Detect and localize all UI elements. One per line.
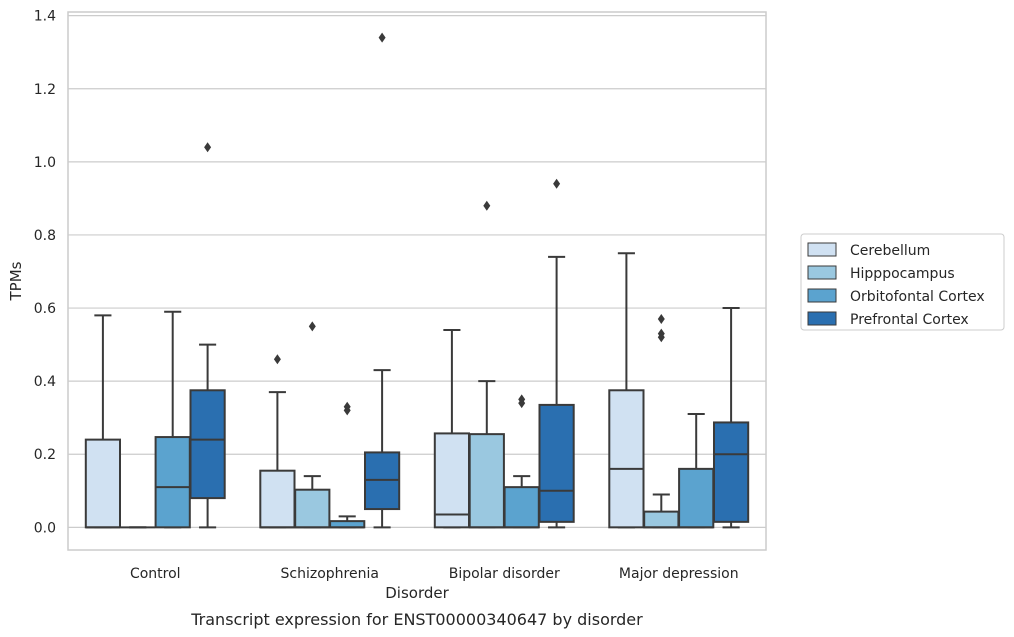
iqr-box: [503, 486, 540, 529]
legend-label: Hipppocampus: [850, 266, 955, 282]
iqr-box: [608, 389, 645, 529]
legend-label: Cerebellum: [850, 243, 930, 259]
box-cerebellum: [84, 314, 122, 529]
iqr-box: [433, 432, 471, 529]
y-tick-label: 1.2: [34, 82, 56, 98]
legend-swatch: [807, 265, 837, 280]
box-cerebellum: [259, 354, 296, 529]
iqr-box: [678, 467, 715, 529]
y-tick-label: 0.6: [34, 301, 56, 317]
box-prefrontal-cortex: [712, 307, 750, 529]
boxes: [84, 32, 750, 529]
y-tick-label: 0.0: [34, 520, 56, 536]
outlier-point: [378, 32, 386, 43]
y-tick-label: 0.2: [34, 447, 56, 463]
iqr-box: [189, 389, 226, 500]
box-hipppocampus: [294, 321, 331, 529]
box-orbitofontal-cortex: [503, 394, 540, 529]
iqr-box: [294, 488, 331, 529]
outlier-point: [518, 394, 526, 405]
chart-caption: Transcript expression for ENST0000034064…: [190, 610, 643, 629]
outlier-point: [657, 314, 665, 325]
iqr-box: [468, 433, 505, 529]
legend-label: Prefrontal Cortex: [850, 312, 969, 328]
iqr-box: [538, 403, 575, 523]
outlier-point: [483, 200, 491, 211]
x-tick-label: Control: [130, 566, 181, 582]
box-hipppocampus: [468, 200, 505, 529]
legend-label: Orbitofontal Cortex: [850, 289, 985, 305]
box-prefrontal-cortex: [538, 178, 575, 529]
outlier-point: [657, 328, 665, 339]
x-tick-labels: Control Schizophrenia Bipolar disorder Majo…: [130, 566, 739, 582]
iqr-box: [84, 438, 122, 529]
legend: Cerebellum Hipppocampus Orbitofontal Corte…: [800, 233, 1005, 331]
x-tick-label: Bipolar disorder: [449, 566, 560, 582]
legend-swatch: [807, 242, 837, 257]
outlier-point: [553, 178, 561, 189]
x-axis-label: Disorder: [385, 584, 449, 602]
legend-frame: [800, 233, 1005, 331]
outlier-point: [308, 321, 316, 332]
outlier-point: [343, 401, 351, 412]
y-tick-label: 1.0: [34, 155, 56, 171]
legend-swatch: [807, 288, 837, 303]
y-tick-label: 1.4: [34, 9, 56, 25]
box-orbitofontal-cortex: [678, 413, 715, 529]
box-orbitofontal-cortex: [329, 401, 366, 529]
legend-swatch: [807, 311, 837, 326]
iqr-box: [643, 510, 680, 529]
box-prefrontal-cortex: [189, 142, 226, 529]
outlier-point: [273, 354, 281, 365]
iqr-box: [154, 436, 191, 529]
y-tick-label: 0.8: [34, 228, 56, 244]
box-cerebellum: [608, 252, 645, 529]
y-tick-label: 0.4: [34, 374, 56, 390]
iqr-box: [259, 469, 296, 529]
y-tick-labels: 0.0 0.2 0.4 0.6 0.8 1.0 1.2 1.4: [34, 9, 56, 537]
box-cerebellum: [433, 328, 471, 529]
box-hipppocampus: [643, 314, 680, 529]
outlier-point: [204, 142, 212, 153]
x-tick-label: Major depression: [619, 566, 739, 582]
x-tick-label: Schizophrenia: [281, 566, 379, 582]
box-prefrontal-cortex: [363, 32, 401, 529]
iqr-box: [712, 421, 750, 523]
y-axis-label: TPMs: [7, 261, 25, 301]
plot-frame: [67, 11, 767, 551]
